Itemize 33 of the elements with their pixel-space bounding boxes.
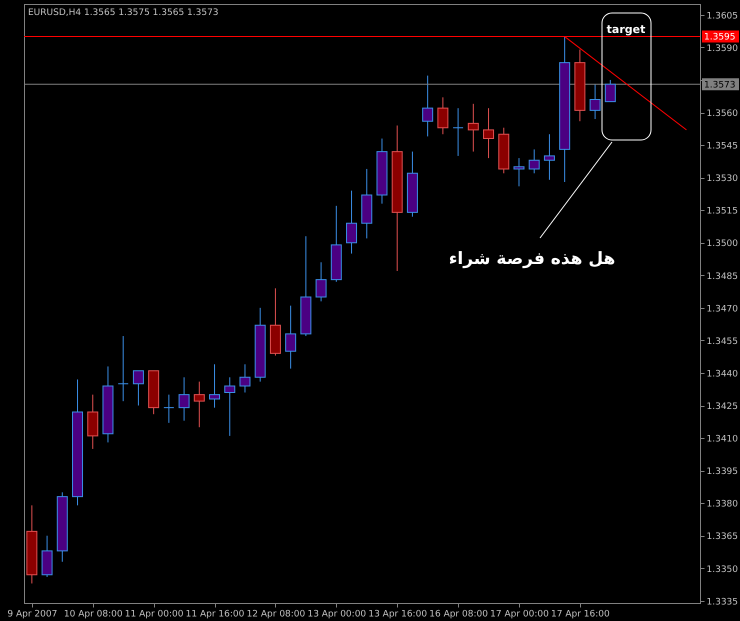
x-tick-label: 11 Apr 00:00 — [124, 610, 184, 620]
y-tick-label: 1.3365 — [706, 532, 738, 542]
y-tick-label: 1.3380 — [706, 500, 738, 510]
y-tick-label: 1.3350 — [706, 564, 738, 575]
y-tick-label: 1.3395 — [706, 467, 738, 478]
x-tick-label: 10 Apr 08:00 — [64, 610, 123, 620]
y-tick-label: 1.3530 — [706, 174, 738, 184]
y-tick-label: 1.3590 — [706, 44, 738, 54]
annotation: target — [606, 23, 646, 36]
ref-line-label: 1.3595 — [704, 32, 736, 43]
y-tick-label: 1.3545 — [706, 142, 738, 152]
annotation: هل هذه فرصة شراء — [448, 249, 616, 269]
chart-title: EURUSD,H4 1.3565 1.3575 1.3565 1.3573 — [28, 8, 219, 18]
y-tick-label: 1.3425 — [706, 402, 738, 412]
x-tick-label: 11 Apr 16:00 — [186, 610, 245, 620]
y-tick-label: 1.3500 — [706, 239, 738, 250]
x-tick-label: 12 Apr 08:00 — [246, 610, 306, 620]
y-tick-label: 1.3440 — [706, 369, 738, 380]
y-tick-label: 1.3605 — [706, 11, 738, 22]
y-tick-label: 1.3410 — [706, 434, 738, 445]
x-tick-label: 13 Apr 00:00 — [307, 610, 366, 620]
y-tick-label: 1.3470 — [706, 304, 738, 314]
y-tick-label: 1.3515 — [706, 206, 738, 217]
x-tick-label: 17 Apr 16:00 — [551, 610, 610, 620]
x-tick-label: 16 Apr 08:00 — [429, 610, 488, 620]
ref-line-label: 1.3573 — [704, 80, 736, 90]
y-tick-label: 1.3335 — [706, 597, 738, 608]
y-tick-label: 1.3485 — [706, 272, 738, 282]
x-tick-label: 17 Apr 00:00 — [490, 610, 550, 620]
y-tick-label: 1.3560 — [706, 109, 738, 120]
y-tick-label: 1.3455 — [706, 336, 738, 347]
x-tick-label: 9 Apr 2007 — [7, 610, 58, 620]
x-tick-label: 13 Apr 16:00 — [368, 610, 428, 620]
